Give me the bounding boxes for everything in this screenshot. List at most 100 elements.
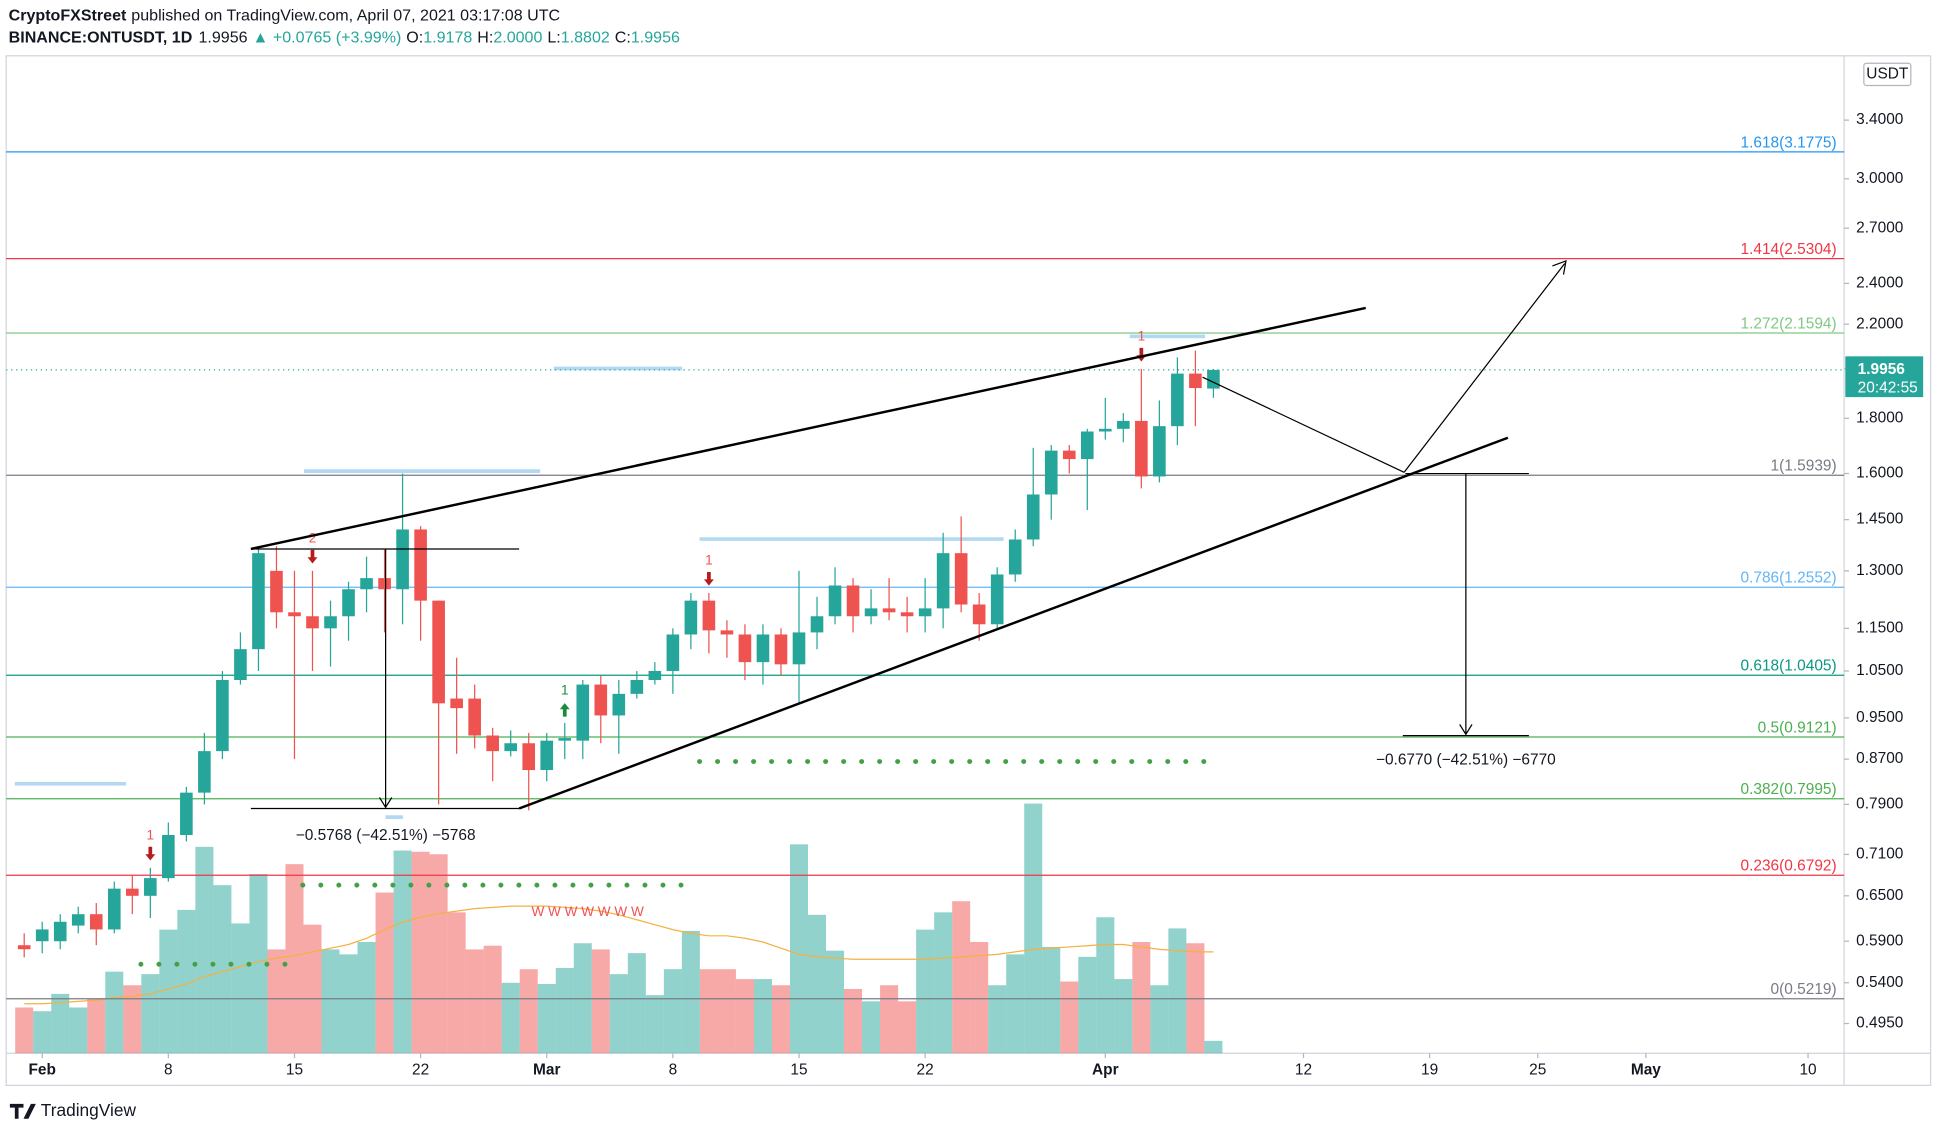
x-tick-label: May bbox=[1631, 1062, 1661, 1079]
indicator-dot bbox=[228, 961, 234, 967]
y-tick-label: 0.5900 bbox=[1856, 932, 1903, 949]
x-tick-label: 8 bbox=[669, 1062, 678, 1079]
volume-bar bbox=[51, 993, 70, 1054]
candle-body bbox=[486, 735, 499, 752]
candle-body bbox=[378, 578, 391, 590]
volume-bar bbox=[429, 854, 448, 1054]
candle-body bbox=[180, 792, 193, 836]
candle-body bbox=[396, 529, 409, 590]
volume-bar bbox=[267, 949, 286, 1054]
indicator-dot bbox=[967, 759, 973, 765]
volume-bar bbox=[411, 851, 430, 1054]
candle-body bbox=[630, 679, 644, 694]
y-tick-label: 3.4000 bbox=[1856, 111, 1903, 128]
indicator-dot bbox=[282, 961, 288, 967]
fib-label: 0(0.5219) bbox=[1771, 981, 1837, 998]
candle-body bbox=[414, 529, 427, 601]
indicator-dot bbox=[895, 759, 901, 765]
volume-layer bbox=[15, 803, 1223, 1054]
indicator-dot bbox=[1093, 759, 1099, 765]
indicator-dot bbox=[588, 882, 594, 888]
signal-label: 1 bbox=[561, 682, 569, 697]
indicator-dot bbox=[246, 961, 252, 967]
candle-body bbox=[648, 670, 662, 680]
ohlc-label: L: bbox=[547, 29, 560, 47]
x-tick-label: Feb bbox=[28, 1062, 55, 1079]
candle-body bbox=[1008, 539, 1022, 575]
y-tick-label: 2.7000 bbox=[1856, 219, 1903, 236]
volume-bar bbox=[645, 995, 664, 1054]
candle-body bbox=[450, 698, 463, 709]
candle-body bbox=[504, 743, 518, 752]
projection-line bbox=[1202, 376, 1405, 473]
indicator-dot bbox=[534, 882, 540, 888]
indicator-dot bbox=[192, 961, 198, 967]
candle-body bbox=[35, 929, 49, 942]
indicator-dot bbox=[444, 882, 450, 888]
measure-label: −0.6770 (−42.51%) −6770 bbox=[1376, 751, 1556, 768]
change: ▲ +0.0765 (+3.99%) bbox=[253, 29, 402, 47]
ohlc-value: 1.8802 bbox=[561, 29, 610, 47]
signal-arrow bbox=[559, 703, 570, 717]
signal-arrow bbox=[307, 549, 318, 564]
candle-body bbox=[17, 945, 31, 950]
indicator-dot bbox=[1183, 759, 1189, 765]
indicator-dot bbox=[336, 882, 342, 888]
indicator-dot bbox=[210, 961, 216, 967]
volume-bar bbox=[123, 985, 142, 1054]
fib-label: 1.414(2.5304) bbox=[1741, 241, 1837, 258]
indicator-dot bbox=[1021, 759, 1027, 765]
candle-body bbox=[954, 553, 968, 605]
x-tick-label: 12 bbox=[1295, 1062, 1312, 1079]
published: published on TradingView.com, April 07, … bbox=[131, 7, 560, 25]
candle-body bbox=[306, 616, 319, 629]
candle-body bbox=[594, 684, 608, 716]
volume-bar bbox=[952, 901, 971, 1054]
volume-bar bbox=[303, 924, 322, 1054]
indicator-dot bbox=[985, 759, 991, 765]
last: 1.9956 bbox=[198, 29, 247, 47]
x-tick-label: 25 bbox=[1529, 1062, 1546, 1079]
indicator-dot bbox=[1057, 759, 1063, 765]
volume-bar bbox=[339, 954, 358, 1054]
volume-bar bbox=[681, 930, 700, 1054]
fib-label: 1.618(3.1775) bbox=[1741, 134, 1837, 151]
volume-bar bbox=[555, 967, 574, 1054]
volume-bar bbox=[15, 1007, 34, 1054]
candle-body bbox=[162, 835, 175, 879]
indicator-dot bbox=[751, 759, 757, 765]
volume-bar bbox=[375, 892, 394, 1054]
indicator-dot bbox=[624, 882, 630, 888]
x-tick-label: 19 bbox=[1421, 1062, 1438, 1079]
indicator-dot bbox=[1129, 759, 1135, 765]
y-tick-label: 0.6500 bbox=[1856, 887, 1903, 904]
volume-bar bbox=[159, 929, 178, 1054]
indicator-dot bbox=[1039, 759, 1045, 765]
header-line: CryptoFXStreet published on TradingView.c… bbox=[9, 7, 560, 25]
candle-body bbox=[738, 634, 752, 663]
volume-bar bbox=[663, 969, 682, 1054]
volume-bar bbox=[699, 969, 718, 1054]
candle-body bbox=[1026, 494, 1040, 540]
volume-bar bbox=[1042, 946, 1061, 1054]
x-tick-label: 15 bbox=[790, 1062, 807, 1079]
candle-body bbox=[666, 634, 680, 671]
volume-bar bbox=[141, 974, 160, 1054]
volume-bar bbox=[988, 985, 1007, 1054]
candle-body bbox=[1062, 450, 1076, 460]
volume-bar bbox=[735, 979, 754, 1054]
signal-arrow bbox=[145, 846, 156, 861]
indicator-dot bbox=[787, 759, 793, 765]
ohlc-label: H: bbox=[477, 29, 493, 47]
fib-label: 0.786(1.2552) bbox=[1741, 570, 1837, 587]
volume-ma bbox=[24, 905, 1214, 1005]
indicator-dot bbox=[1111, 759, 1117, 765]
candle-body bbox=[126, 888, 139, 896]
candle-body bbox=[1044, 450, 1058, 495]
volume-bar bbox=[1078, 956, 1097, 1054]
y-tick-label: 3.0000 bbox=[1856, 170, 1903, 187]
signal-label: 1 bbox=[147, 827, 155, 842]
indicator-dot bbox=[552, 882, 558, 888]
wedge-lower bbox=[518, 436, 1509, 810]
arrow-head bbox=[1552, 260, 1567, 275]
